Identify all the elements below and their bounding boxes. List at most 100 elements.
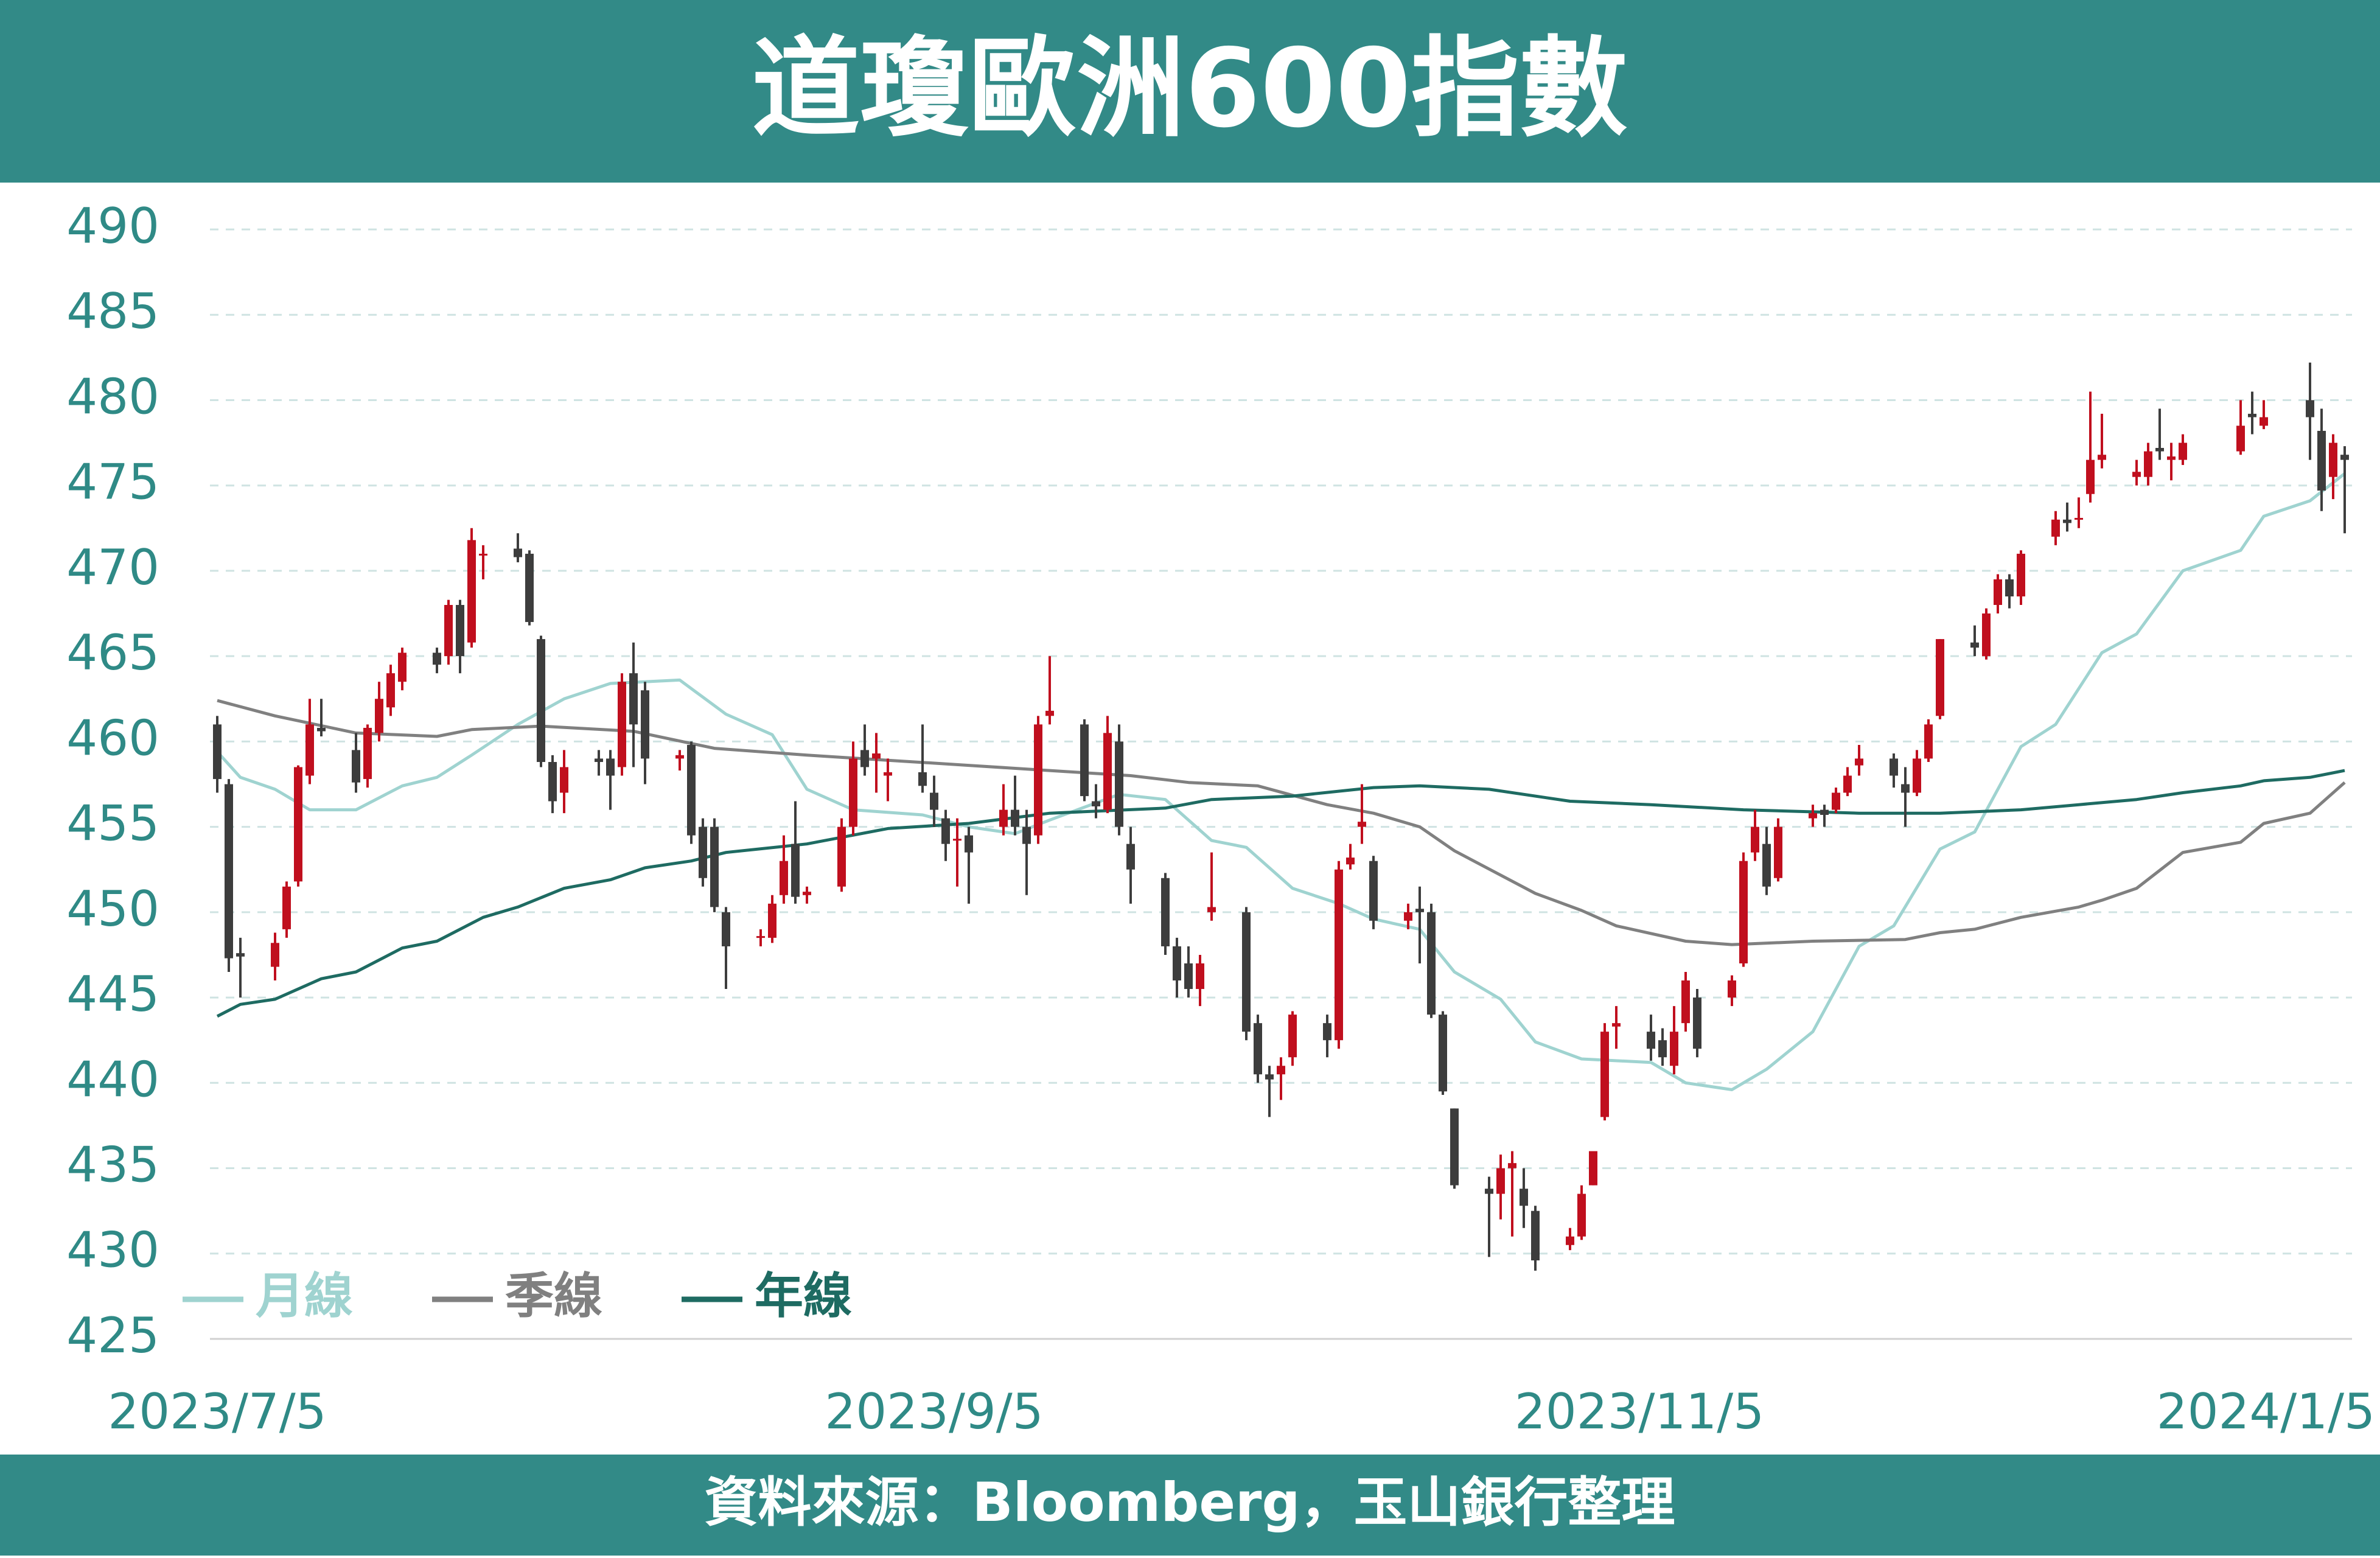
candle-body	[282, 886, 291, 929]
candle-body	[629, 673, 638, 725]
candle-body	[1647, 1032, 1655, 1049]
candle-body	[1832, 792, 1840, 810]
candle-body	[675, 755, 684, 759]
y-tick-label: 475	[66, 454, 159, 511]
candle-body	[1739, 861, 1748, 963]
candle-body	[2005, 579, 2014, 596]
candle-body	[1439, 1015, 1447, 1092]
y-tick-label: 485	[66, 283, 159, 340]
candle-body	[514, 548, 522, 557]
candle-body	[386, 673, 395, 708]
y-tick-label: 465	[66, 624, 159, 681]
candle-body	[1982, 613, 1991, 657]
y-tick-label: 480	[66, 368, 159, 425]
candle-body	[2306, 400, 2314, 417]
legend-label: 年線	[755, 1268, 852, 1324]
legend-label: 季線	[505, 1268, 602, 1324]
candle-body	[1924, 724, 1933, 759]
ma-line	[217, 699, 2346, 946]
candle-body	[1485, 1189, 1493, 1194]
candle-body	[1034, 724, 1042, 836]
candle-body	[1809, 813, 1817, 819]
y-tick-label: 460	[66, 710, 159, 766]
candle-body	[860, 750, 869, 767]
candle-body	[1496, 1168, 1505, 1194]
candle-body	[722, 912, 730, 946]
candle-body	[756, 936, 765, 938]
candle-body	[1681, 980, 1690, 1024]
candle-body	[1450, 1108, 1459, 1186]
candle-body	[560, 767, 568, 793]
candle-body	[2260, 417, 2268, 426]
candle-body	[699, 826, 707, 878]
candle-body	[1589, 1151, 1597, 1186]
candle-body	[2075, 517, 2083, 520]
candle-body	[1728, 980, 1736, 998]
candle-body	[606, 758, 615, 776]
y-tick-label: 450	[66, 881, 159, 937]
candle-body	[1358, 822, 1366, 827]
candle-body	[1936, 639, 1944, 716]
candle-body	[1011, 809, 1019, 827]
candle-body	[1242, 912, 1251, 1032]
candle-body	[467, 540, 476, 643]
y-tick-label: 425	[66, 1307, 159, 1364]
candle-body	[1913, 758, 1921, 793]
candle-body	[1323, 1023, 1331, 1041]
candle-body	[2340, 455, 2349, 460]
candle-body	[849, 758, 857, 827]
x-tick-label: 2023/9/5	[825, 1383, 1043, 1440]
candle-body	[965, 835, 973, 853]
candle-body	[537, 639, 545, 763]
candle-body	[2167, 456, 2176, 460]
candle-body	[1774, 826, 1782, 878]
candle-body	[2155, 447, 2164, 452]
candle-body	[352, 750, 360, 783]
candle-body	[1508, 1163, 1516, 1168]
candle-body	[1577, 1193, 1586, 1237]
candle-body	[1022, 826, 1031, 844]
candle-body	[2144, 451, 2152, 477]
candle-body	[1404, 912, 1412, 921]
candle-body	[999, 809, 1008, 827]
candle-body	[294, 767, 302, 882]
candle-body	[525, 553, 534, 623]
y-tick-label: 440	[66, 1051, 159, 1108]
candle-body	[213, 724, 222, 780]
candle-body	[2086, 459, 2095, 494]
candle-body	[791, 844, 800, 897]
candle-body	[1600, 1032, 1609, 1117]
header-band	[0, 0, 2380, 183]
candle-body	[953, 839, 961, 841]
candle-body	[1890, 758, 1898, 776]
candle-body	[456, 605, 464, 657]
x-tick-label: 2024/1/5	[2157, 1383, 2375, 1440]
candle-body	[225, 784, 233, 959]
candle-body	[2329, 442, 2337, 477]
candle-body	[1566, 1236, 1574, 1245]
candle-body	[1254, 1023, 1262, 1075]
candle-body	[236, 953, 245, 957]
candle-body	[317, 727, 326, 732]
candle-body	[2179, 442, 2187, 460]
candle-body	[1196, 963, 1204, 990]
candle-body	[1658, 1040, 1667, 1058]
candle-body	[1126, 844, 1135, 870]
candle-body	[433, 652, 441, 665]
candle-body	[363, 727, 372, 780]
candle-body	[1415, 909, 1424, 912]
y-tick-label: 490	[66, 198, 159, 254]
candle-body	[1207, 907, 1216, 912]
legend-label: 月線	[256, 1268, 353, 1324]
candle-body	[1855, 758, 1863, 766]
candle-body	[1693, 997, 1701, 1049]
candle-body	[1115, 741, 1123, 827]
candle-body	[1520, 1189, 1528, 1206]
candle-body	[271, 943, 279, 967]
candle-body	[1184, 963, 1193, 990]
candle-body	[884, 772, 892, 776]
y-tick-label: 470	[66, 539, 159, 596]
candle-body	[1994, 579, 2002, 606]
